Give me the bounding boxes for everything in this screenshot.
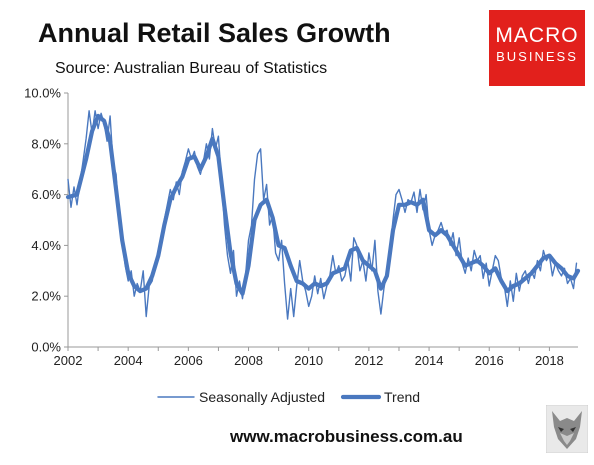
x-tick-label: 2012: [354, 353, 383, 368]
legend-label-seasonally-adjusted: Seasonally Adjusted: [199, 389, 325, 405]
x-tick-label: 2016: [475, 353, 504, 368]
logo-line-2: BUSINESS: [496, 49, 578, 64]
logo-line-1: MACRO: [495, 24, 579, 47]
macrobusiness-logo: MACRO BUSINESS: [489, 10, 585, 86]
x-tick-label: 2018: [535, 353, 564, 368]
series-line-trend: [65, 113, 581, 296]
chart-axes: [67, 93, 578, 348]
website-url: www.macrobusiness.com.au: [230, 427, 463, 446]
x-tick-label: 2010: [294, 353, 323, 368]
y-tick-label: 2.0%: [31, 289, 61, 304]
x-tick-label: 2008: [234, 353, 263, 368]
chart-title: Annual Retail Sales Growth: [38, 18, 391, 48]
y-tick-label: 6.0%: [31, 187, 61, 202]
x-tick-label: 2002: [54, 353, 83, 368]
x-axis-ticks: 2002 2004 2006 2008 2010 2012 2014 2016 2018: [54, 347, 564, 368]
x-tick-label: 2014: [415, 353, 444, 368]
x-tick-label: 2004: [114, 353, 143, 368]
chart-legend: Seasonally Adjusted Trend: [157, 389, 420, 405]
y-axis-ticks: 0.0% 2.0% 4.0% 6.0% 8.0% 10.0%: [24, 86, 68, 355]
y-tick-label: 8.0%: [31, 136, 61, 151]
chart-subtitle: Source: Australian Bureau of Statistics: [55, 60, 328, 77]
x-tick-label: 2006: [174, 353, 203, 368]
wolf-head-icon: [546, 405, 588, 453]
chart-series: [65, 110, 581, 320]
y-tick-label: 10.0%: [24, 86, 61, 101]
y-tick-label: 4.0%: [31, 238, 61, 253]
legend-label-trend: Trend: [384, 389, 420, 405]
y-tick-label: 0.0%: [31, 340, 61, 355]
